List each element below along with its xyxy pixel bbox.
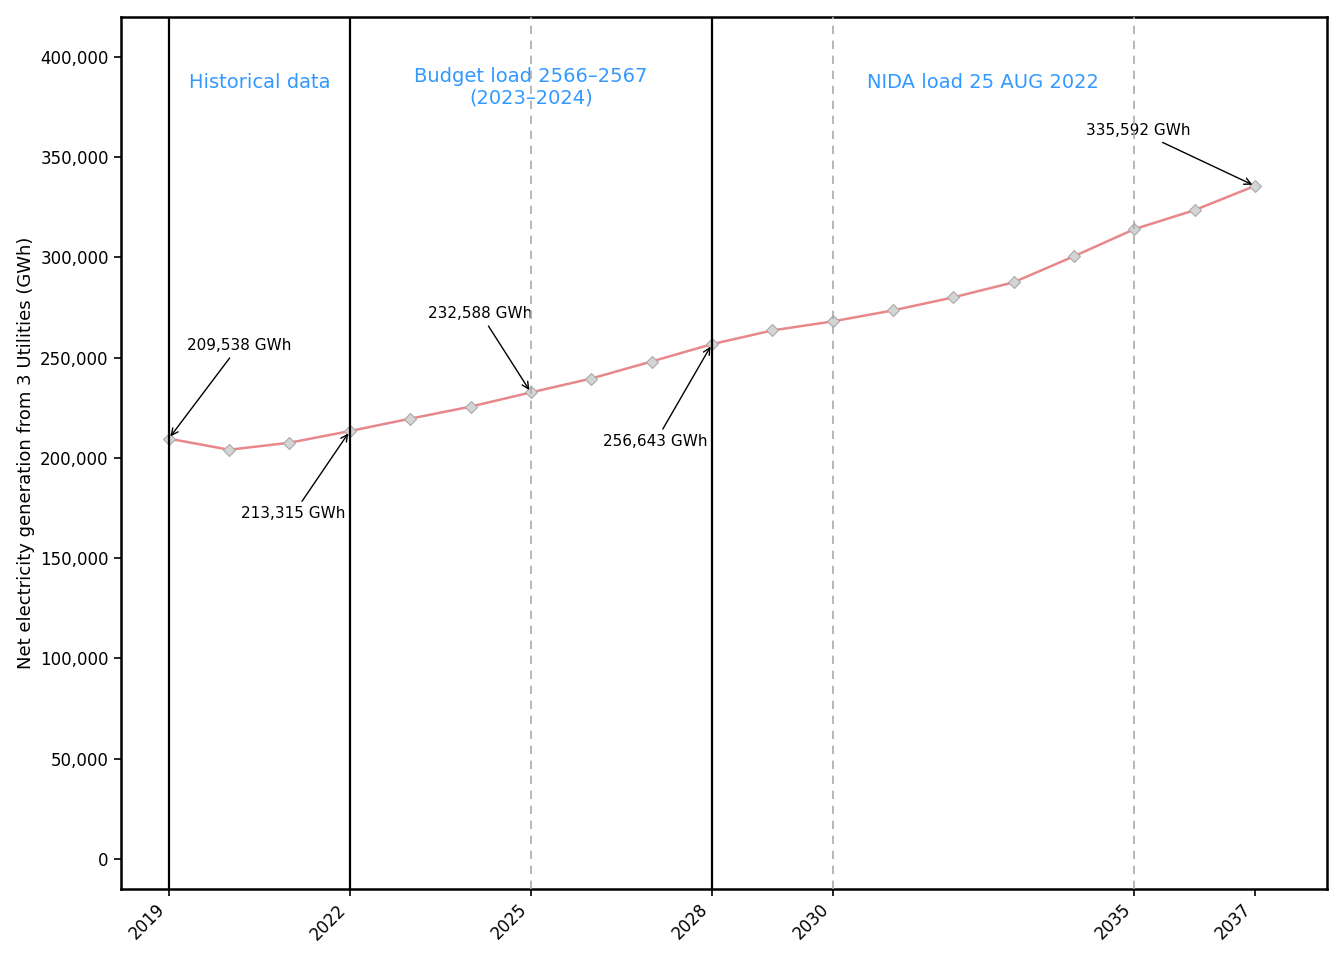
Text: 213,315 GWh: 213,315 GWh: [241, 435, 347, 521]
Text: 335,592 GWh: 335,592 GWh: [1086, 124, 1251, 184]
Text: 209,538 GWh: 209,538 GWh: [172, 338, 292, 435]
Text: 232,588 GWh: 232,588 GWh: [429, 306, 532, 389]
Text: 256,643 GWh: 256,643 GWh: [603, 348, 710, 449]
Text: Budget load 2566–2567
(2023–2024): Budget load 2566–2567 (2023–2024): [414, 67, 648, 108]
Text: NIDA load 25 AUG 2022: NIDA load 25 AUG 2022: [867, 73, 1099, 92]
Y-axis label: Net electricity generation from 3 Utilities (GWh): Net electricity generation from 3 Utilit…: [16, 236, 35, 669]
Text: Historical data: Historical data: [188, 73, 331, 92]
